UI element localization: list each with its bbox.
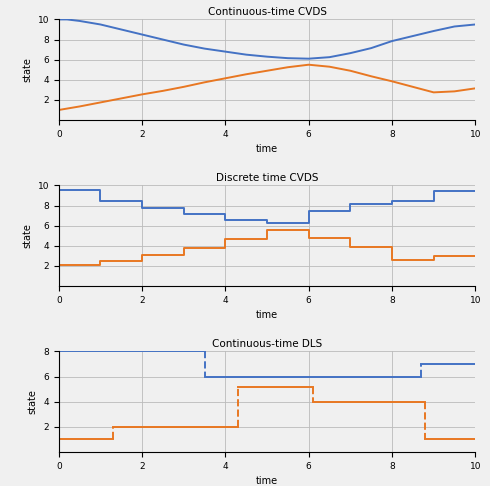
Title: Continuous-time DLS: Continuous-time DLS [212,339,322,349]
Title: Discrete time CVDS: Discrete time CVDS [216,173,318,183]
Y-axis label: state: state [22,223,32,248]
X-axis label: time: time [256,476,278,486]
X-axis label: time: time [256,310,278,320]
X-axis label: time: time [256,144,278,155]
Y-axis label: state: state [22,57,32,82]
Y-axis label: state: state [28,389,38,414]
Title: Continuous-time CVDS: Continuous-time CVDS [208,7,326,17]
